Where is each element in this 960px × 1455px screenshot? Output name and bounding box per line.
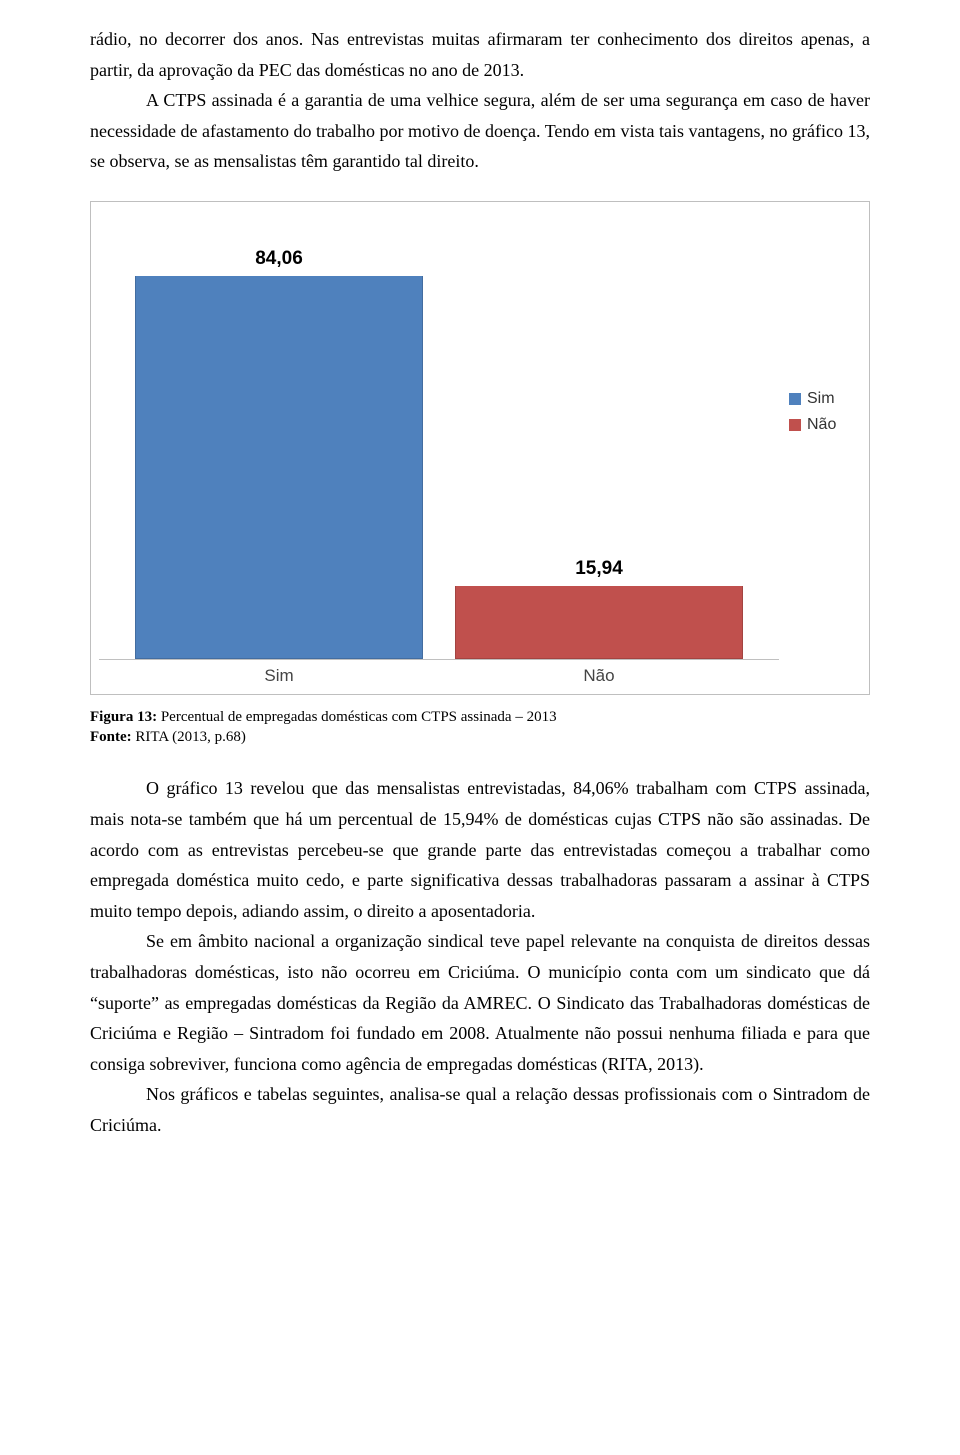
x-label-sim: Sim [135,666,423,686]
bar-chart-figure: 84,06 15,94 Sim Não Sim Não [90,201,870,695]
legend-swatch-sim [789,393,801,405]
paragraph-4: Se em âmbito nacional a organização sind… [90,926,870,1079]
bar-column-sim: 84,06 [135,248,423,659]
figure-caption: Figura 13: Percentual de empregadas domé… [90,707,870,748]
legend-label-nao: Não [807,416,836,434]
caption-label: Figura 13: [90,709,161,725]
bar-nao [455,586,743,659]
chart-legend: Sim Não [779,390,861,434]
legend-item-nao: Não [789,416,861,434]
bar-sim [135,276,423,659]
legend-label-sim: Sim [807,390,835,408]
legend-item-sim: Sim [789,390,861,408]
x-label-nao: Não [455,666,743,686]
paragraph-5: Nos gráficos e tabelas seguintes, analis… [90,1079,870,1140]
bar-value-sim: 84,06 [255,248,303,270]
caption-title: Percentual de empregadas domésticas com … [161,709,557,725]
caption-source-label: Fonte: [90,729,135,745]
paragraph-3: O gráfico 13 revelou que das mensalistas… [90,773,870,926]
x-axis-labels: Sim Não [99,660,779,686]
paragraph-2: A CTPS assinada é a garantia de uma velh… [90,85,870,177]
bar-column-nao: 15,94 [455,558,743,659]
bar-value-nao: 15,94 [575,558,623,580]
intro-paragraph: rádio, no decorrer dos anos. Nas entrevi… [90,24,870,85]
caption-source: RITA (2013, p.68) [135,729,245,745]
legend-swatch-nao [789,419,801,431]
chart-plot-area: 84,06 15,94 [99,220,779,660]
